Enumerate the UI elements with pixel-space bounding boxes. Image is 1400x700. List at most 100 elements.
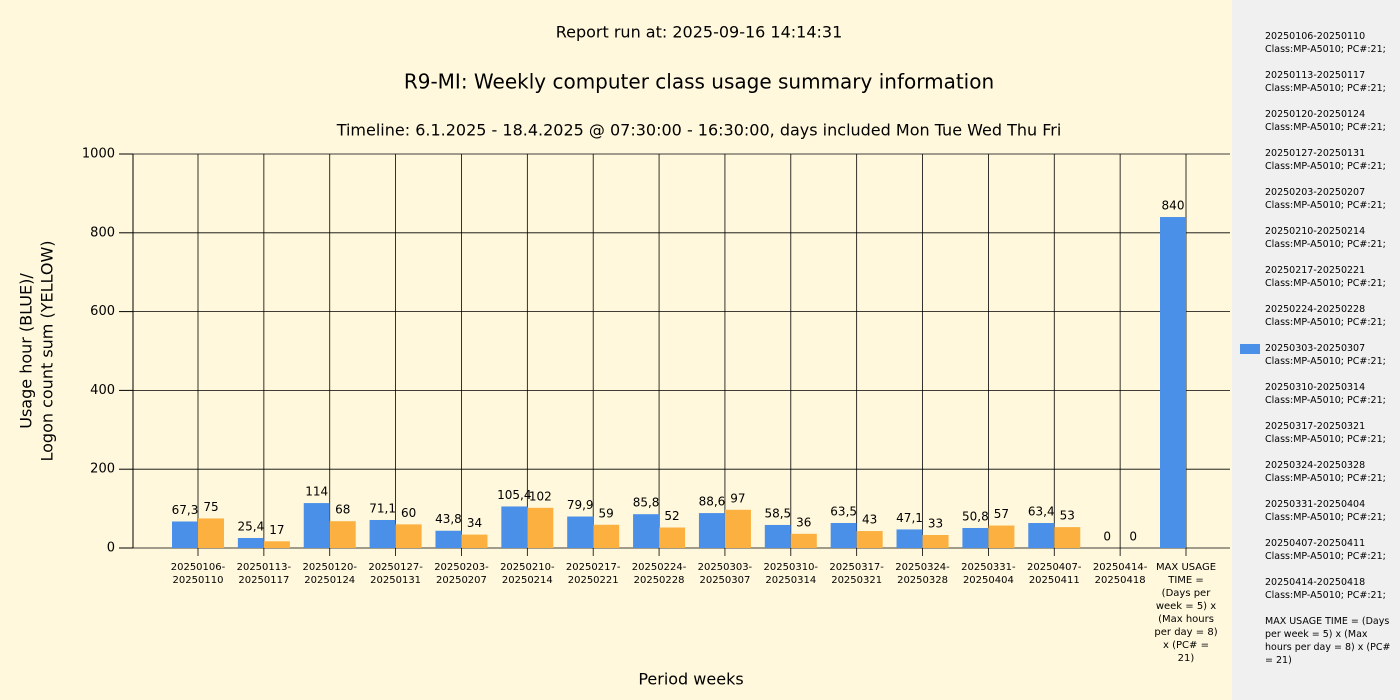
bar (369, 519, 396, 548)
legend-text: Class:MP-A5010; PC#:21; (1265, 395, 1386, 406)
bar (790, 533, 817, 548)
x-tick-label: 20250106-20250110 (170, 562, 226, 586)
legend-text: 20250224-20250228 (1265, 304, 1366, 315)
data-label: 85,8 (633, 496, 660, 510)
legend-text: 20250303-20250307 (1265, 343, 1366, 354)
legend-text: 20250407-20250411 (1265, 538, 1366, 549)
legend-text: 20250120-20250124 (1265, 109, 1366, 120)
y-tick-label: 800 (90, 225, 115, 240)
legend-text: Class:MP-A5010; PC#:21; (1265, 239, 1386, 250)
x-axis-label: Period weeks (638, 670, 743, 689)
x-tick-label: 20250217-20250221 (565, 562, 621, 586)
x-tick-label: 20250407-20250411 (1027, 562, 1082, 586)
bar (329, 521, 356, 548)
legend-entry: 20250127-20250131 Class:MP-A5010; PC#:21; (1265, 147, 1393, 173)
data-label: 102 (529, 489, 552, 503)
legend-text: 20250203-20250207 (1265, 187, 1366, 198)
legend-text: Class:MP-A5010; PC#:21; (1265, 200, 1386, 211)
legend-text: 20250414-20250418 (1265, 577, 1366, 588)
legend-text: 20250310-20250314 (1265, 382, 1366, 393)
legend-entry: 20250120-20250124 Class:MP-A5010; PC#:21; (1265, 108, 1393, 134)
data-label: 114 (305, 485, 328, 499)
data-label: 67,3 (172, 503, 199, 517)
data-label: 105,4 (497, 488, 531, 502)
x-tick-label: 20250127-20250131 (368, 562, 423, 586)
legend-text: Class:MP-A5010; PC#:21; (1265, 434, 1386, 445)
chart: Report run at: 2025-09-16 14:14:31 R9-MI… (17, 23, 1230, 689)
data-label: 88,6 (699, 495, 726, 509)
bar (172, 521, 198, 548)
legend-text: 20250127-20250131 (1265, 148, 1366, 159)
x-tick-label: 20250210-20250214 (500, 562, 555, 586)
y-tick-label: 600 (90, 304, 115, 319)
bar (922, 534, 949, 548)
legend-entry: MAX USAGE TIME = (Days per week = 5) x (… (1265, 615, 1393, 667)
legend-text: Class:MP-A5010; PC#:21; (1265, 356, 1386, 367)
bar (567, 516, 594, 548)
legend-entry: 20250310-20250314 Class:MP-A5010; PC#:21; (1265, 381, 1393, 407)
legend-entry: 20250324-20250328 Class:MP-A5010; PC#:21; (1265, 459, 1393, 485)
x-tick-label: 20250324-20250328 (895, 562, 950, 586)
data-label: 50,8 (962, 509, 989, 523)
legend-text: 20250106-20250110 (1265, 31, 1366, 42)
bar (501, 506, 528, 548)
chart-title: R9-MI: Weekly computer class usage summa… (404, 70, 994, 94)
legend-text: Class:MP-A5010; PC#:21; (1265, 83, 1386, 94)
legend-text: Class:MP-A5010; PC#:21; (1265, 317, 1386, 328)
data-label: 0 (1103, 530, 1111, 544)
data-label: 34 (467, 516, 482, 530)
bar (856, 531, 883, 548)
data-label: 71,1 (369, 501, 396, 515)
data-label: 0 (1129, 530, 1137, 544)
x-tick-label: 20250303-20250307 (697, 562, 753, 586)
legend-entry: 20250317-20250321 Class:MP-A5010; PC#:21; (1265, 420, 1393, 446)
bar (461, 534, 488, 548)
x-tick-label: 20250224-20250228 (631, 562, 687, 586)
data-label: 840 (1162, 199, 1185, 213)
data-label: 60 (401, 506, 416, 520)
data-label: 63,5 (830, 504, 857, 518)
data-label: 43,8 (435, 512, 462, 526)
data-label: 75 (203, 500, 218, 514)
data-label: 97 (730, 491, 745, 505)
data-label: 53 (1060, 509, 1075, 523)
legend-entry: 20250203-20250207 Class:MP-A5010; PC#:21; (1265, 186, 1393, 212)
bar (1054, 527, 1081, 548)
legend-text: Class:MP-A5010; PC#:21; (1265, 161, 1386, 172)
legend-marker (1240, 344, 1260, 354)
x-tick-label: 20250317-20250321 (829, 562, 884, 586)
x-tick-label: MAX USAGE TIME = (Days per week = 5) x (… (1154, 562, 1218, 664)
x-tick-label: 20250120-20250124 (302, 562, 357, 586)
bar (896, 529, 923, 548)
bar (659, 527, 686, 548)
bar (263, 541, 290, 548)
bar (962, 527, 989, 548)
legend-text: 20250331-20250404 (1265, 499, 1366, 510)
y-tick-label: 0 (107, 541, 115, 556)
legend-text: 20250217-20250221 (1265, 265, 1366, 276)
legend-text: Class:MP-A5010; PC#:21; (1265, 44, 1386, 55)
legend-entry: 20250210-20250214 Class:MP-A5010; PC#:21; (1265, 225, 1393, 251)
data-label: 36 (796, 515, 811, 529)
data-label: 59 (599, 506, 614, 520)
bar (698, 513, 725, 548)
legend-text: Class:MP-A5010; PC#:21; (1265, 473, 1386, 484)
data-label: 47,1 (896, 511, 923, 525)
legend-entry: 20250303-20250307 Class:MP-A5010; PC#:21; (1265, 342, 1393, 368)
data-label: 68 (335, 503, 350, 517)
data-label: 57 (994, 507, 1009, 521)
legend-text: Class:MP-A5010; PC#:21; (1265, 590, 1386, 601)
bar (435, 530, 462, 548)
legend-entry: 20250106-20250110 Class:MP-A5010; PC#:21; (1265, 30, 1393, 56)
x-tick-label: 20250310-20250314 (763, 562, 819, 586)
legend: 20250106-20250110 Class:MP-A5010; PC#:21;… (1232, 0, 1400, 700)
y-axis-label: Logon count sum (YELLOW) (38, 240, 57, 461)
legend-entry: 20250217-20250221 Class:MP-A5010; PC#:21; (1265, 264, 1393, 290)
legend-entry: 20250407-20250411 Class:MP-A5010; PC#:21; (1265, 537, 1393, 563)
chart-subtitle: Timeline: 6.1.2025 - 18.4.2025 @ 07:30:0… (336, 121, 1062, 140)
bar (724, 509, 751, 548)
bar (395, 524, 422, 548)
data-label: 33 (928, 516, 943, 530)
x-tick-label: 20250331-20250404 (961, 562, 1016, 586)
